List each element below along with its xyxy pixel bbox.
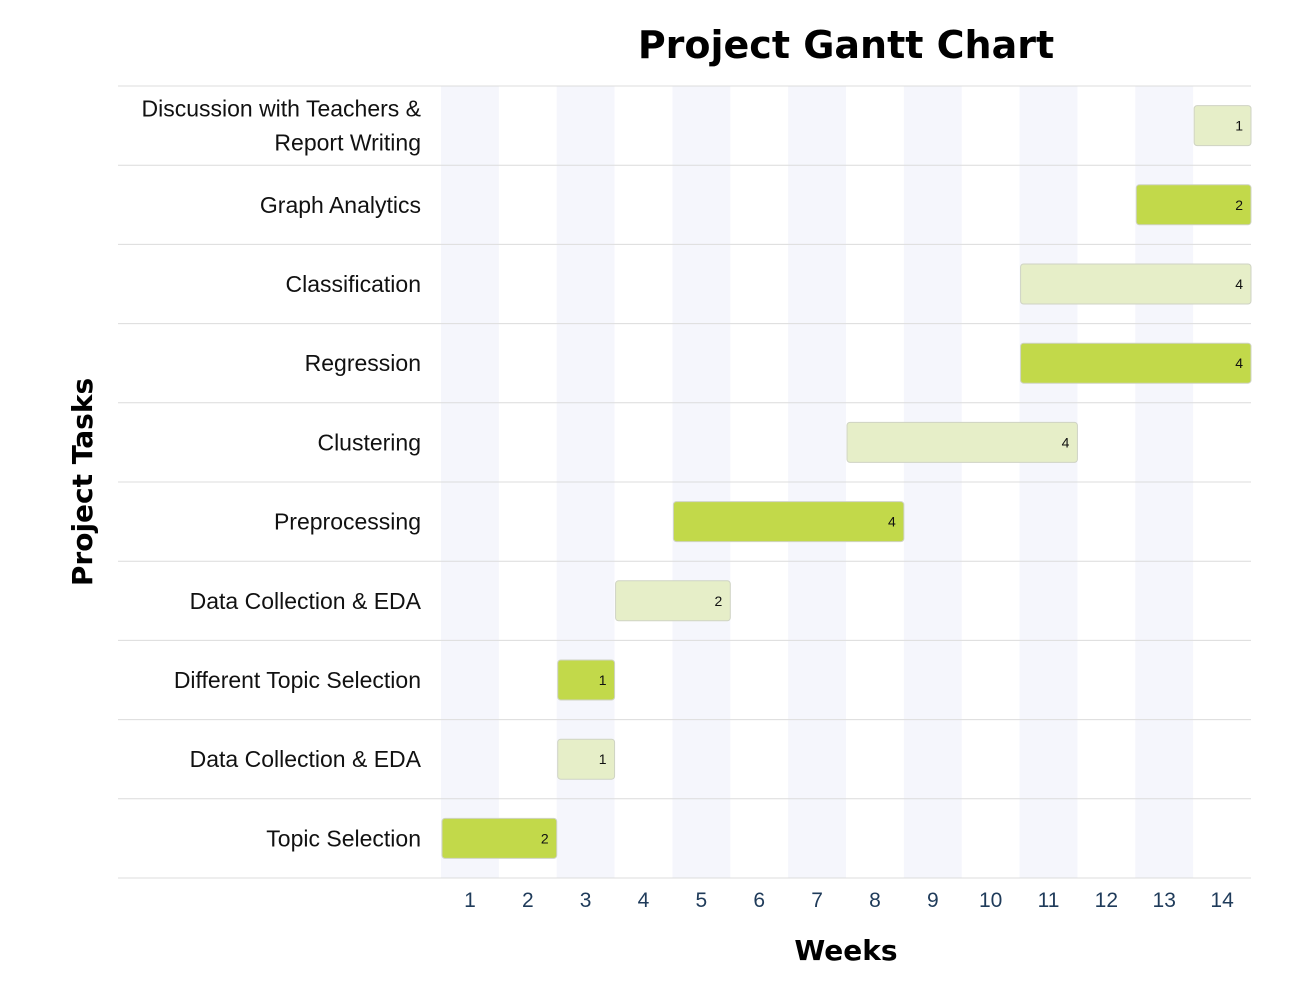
task-label: Regression [305, 350, 421, 376]
task-bar [1193, 105, 1252, 147]
task-bar-label: 2 [541, 830, 549, 846]
task-bar-label: 4 [1235, 355, 1243, 371]
x-tick-label: 12 [1095, 889, 1118, 912]
task-label-line2: Report Writing [274, 130, 421, 156]
task-label: Data Collection & EDA [190, 588, 422, 614]
task-label: Topic Selection [266, 825, 421, 851]
task-label: Classification [286, 271, 422, 297]
task-label: Preprocessing [274, 509, 421, 535]
x-tick-label: 8 [869, 889, 881, 912]
task-bar [1135, 184, 1252, 226]
task-bar-label: 1 [599, 751, 607, 767]
x-tick-label: 4 [638, 889, 650, 912]
x-tick-label: 1 [464, 889, 476, 912]
task-bar [557, 738, 616, 780]
task-bar-label: 1 [1235, 118, 1243, 134]
x-tick-label: 2 [522, 889, 534, 912]
x-tick-label: 14 [1210, 889, 1234, 912]
x-tick-label: 10 [979, 889, 1002, 912]
chart-title: Project Gantt Chart [638, 23, 1054, 67]
task-bar-label: 2 [1235, 197, 1243, 213]
x-tick-label: 6 [753, 889, 765, 912]
task-bar-label: 1 [599, 672, 607, 688]
task-bar [846, 421, 1078, 463]
task-label: Clustering [317, 429, 421, 455]
y-axis-title: Project Tasks [66, 378, 99, 586]
x-tick-label: 11 [1038, 889, 1060, 912]
task-bar-label: 4 [888, 514, 896, 530]
x-tick-label: 3 [580, 889, 592, 912]
task-label: Different Topic Selection [174, 667, 421, 693]
task-bar [672, 501, 905, 543]
task-bar [1020, 263, 1252, 305]
task-bar-label: 4 [1062, 434, 1070, 450]
x-axis-title: Weeks [794, 934, 897, 967]
task-bar [441, 817, 558, 859]
task-bar [1020, 342, 1252, 384]
task-bar [557, 659, 616, 701]
x-tick-label: 5 [696, 889, 708, 912]
task-label: Graph Analytics [260, 192, 421, 218]
task-bar-label: 4 [1235, 276, 1243, 292]
x-tick-label: 9 [927, 889, 939, 912]
task-label: Discussion with Teachers & [141, 96, 421, 122]
task-bar-label: 2 [714, 593, 722, 609]
x-tick-label: 13 [1153, 889, 1176, 912]
x-tick-label: 7 [811, 889, 823, 912]
task-label: Data Collection & EDA [190, 746, 422, 772]
task-bar [615, 580, 731, 622]
